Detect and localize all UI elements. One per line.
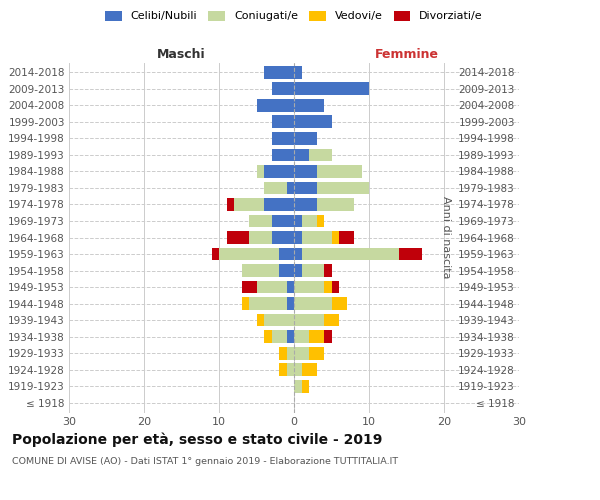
Bar	[264, 66, 294, 79]
Bar	[302, 363, 317, 376]
Y-axis label: Fasce di età: Fasce di età	[0, 204, 2, 270]
Bar	[287, 297, 294, 310]
Bar	[309, 148, 331, 162]
Bar	[287, 330, 294, 343]
Bar	[302, 264, 324, 277]
Bar	[279, 346, 287, 360]
Bar	[339, 231, 354, 244]
Bar	[249, 297, 287, 310]
Bar	[317, 214, 324, 228]
Bar	[294, 297, 331, 310]
Bar	[257, 280, 287, 293]
Bar	[294, 363, 302, 376]
Bar	[294, 214, 302, 228]
Bar	[279, 248, 294, 260]
Bar	[257, 314, 264, 326]
Bar	[317, 182, 369, 194]
Bar	[294, 66, 302, 79]
Bar	[264, 182, 287, 194]
Bar	[271, 214, 294, 228]
Bar	[287, 363, 294, 376]
Bar	[294, 132, 317, 145]
Bar	[317, 198, 354, 211]
Bar	[309, 346, 324, 360]
Bar	[309, 330, 324, 343]
Bar	[264, 165, 294, 178]
Bar	[271, 231, 294, 244]
Bar	[271, 148, 294, 162]
Bar	[227, 231, 249, 244]
Bar	[241, 264, 279, 277]
Bar	[302, 231, 331, 244]
Bar	[294, 314, 324, 326]
Bar	[294, 248, 302, 260]
Bar	[294, 231, 302, 244]
Bar	[331, 280, 339, 293]
Bar	[294, 346, 309, 360]
Bar	[294, 182, 317, 194]
Bar	[271, 82, 294, 96]
Bar	[331, 297, 347, 310]
Bar	[399, 248, 421, 260]
Bar	[264, 314, 294, 326]
Bar	[294, 198, 317, 211]
Text: Maschi: Maschi	[157, 48, 206, 61]
Bar	[294, 116, 331, 128]
Bar	[241, 297, 249, 310]
Bar	[294, 99, 324, 112]
Bar	[302, 248, 399, 260]
Bar	[287, 280, 294, 293]
Bar	[324, 280, 331, 293]
Bar	[324, 314, 339, 326]
Bar	[294, 264, 302, 277]
Text: Popolazione per età, sesso e stato civile - 2019: Popolazione per età, sesso e stato civil…	[12, 432, 382, 447]
Bar	[294, 82, 369, 96]
Y-axis label: Anni di nascita: Anni di nascita	[442, 196, 451, 279]
Bar	[287, 182, 294, 194]
Bar	[279, 363, 287, 376]
Bar	[257, 99, 294, 112]
Bar	[249, 214, 271, 228]
Bar	[249, 231, 271, 244]
Bar	[302, 380, 309, 392]
Bar	[257, 165, 264, 178]
Bar	[264, 198, 294, 211]
Bar	[302, 214, 317, 228]
Text: Femmine: Femmine	[374, 48, 439, 61]
Bar	[241, 280, 257, 293]
Bar	[227, 198, 234, 211]
Bar	[294, 280, 324, 293]
Bar	[324, 264, 331, 277]
Bar	[212, 248, 219, 260]
Bar	[294, 380, 302, 392]
Bar	[294, 330, 309, 343]
Bar	[279, 264, 294, 277]
Legend: Celibi/Nubili, Coniugati/e, Vedovi/e, Divorziati/e: Celibi/Nubili, Coniugati/e, Vedovi/e, Di…	[105, 10, 483, 22]
Bar	[264, 330, 271, 343]
Bar	[271, 132, 294, 145]
Bar	[331, 231, 339, 244]
Bar	[271, 116, 294, 128]
Bar	[287, 346, 294, 360]
Bar	[234, 198, 264, 211]
Text: COMUNE DI AVISE (AO) - Dati ISTAT 1° gennaio 2019 - Elaborazione TUTTITALIA.IT: COMUNE DI AVISE (AO) - Dati ISTAT 1° gen…	[12, 458, 398, 466]
Bar	[219, 248, 279, 260]
Bar	[294, 148, 309, 162]
Bar	[271, 330, 287, 343]
Bar	[324, 330, 331, 343]
Bar	[317, 165, 361, 178]
Bar	[294, 165, 317, 178]
